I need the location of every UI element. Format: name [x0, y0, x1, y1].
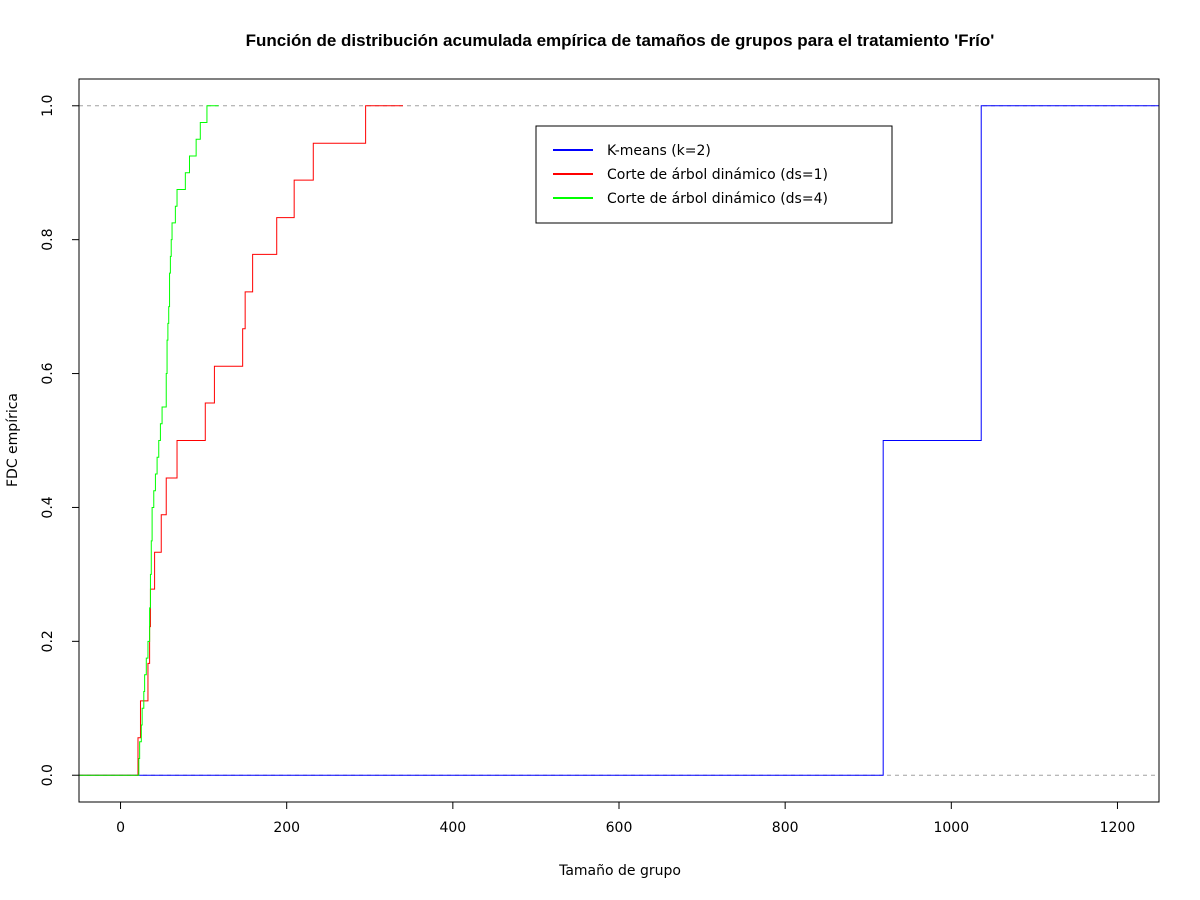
- x-tick-label: 400: [439, 820, 466, 836]
- y-tick-label: 0.6: [40, 362, 56, 384]
- y-tick-label: 0.0: [40, 764, 56, 786]
- y-tick-label: 1.0: [40, 95, 56, 117]
- legend-box: [535, 125, 893, 224]
- y-tick-label: 0.2: [40, 630, 56, 652]
- legend: K-means (k=2) Corte de árbol dinámico (ds…: [535, 125, 893, 224]
- x-axis-label: Tamaño de grupo: [558, 863, 681, 879]
- legend-label: K-means (k=2): [607, 143, 711, 159]
- series-line-3: [79, 105, 219, 776]
- x-tick-label: 0: [116, 820, 125, 836]
- series-line-1: [79, 105, 1159, 776]
- x-axis: 0 200 400 600 800 1000 1200: [116, 801, 1136, 836]
- y-axis: 0.0 0.2 0.4 0.6 0.8 1.0: [40, 95, 80, 786]
- x-tick-label: 200: [273, 820, 300, 836]
- x-tick-label: 600: [606, 820, 633, 836]
- series-lines: [79, 105, 1159, 776]
- legend-label: Corte de árbol dinámico (ds=1): [607, 167, 828, 183]
- legend-label: Corte de árbol dinámico (ds=4): [607, 191, 828, 207]
- y-tick-label: 0.4: [40, 496, 56, 518]
- x-tick-label: 1000: [933, 820, 969, 836]
- chart-title: Función de distribución acumulada empíri…: [246, 31, 995, 50]
- series-line-2: [79, 105, 403, 776]
- y-tick-label: 0.8: [40, 229, 56, 251]
- y-axis-label: FDC empírica: [5, 393, 21, 487]
- x-tick-label: 1200: [1100, 820, 1136, 836]
- x-tick-label: 800: [772, 820, 799, 836]
